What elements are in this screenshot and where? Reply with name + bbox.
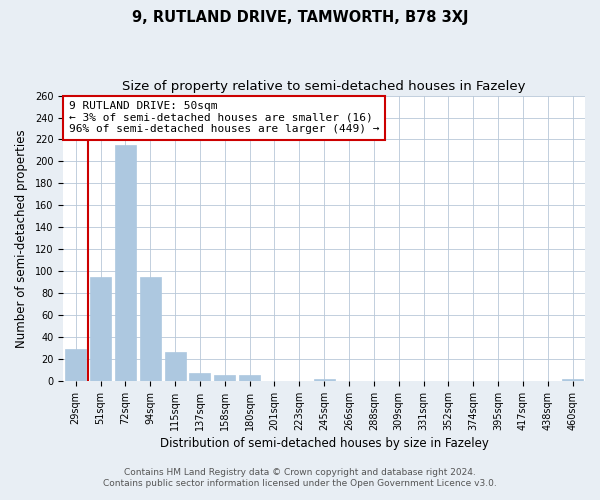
Bar [562,379,583,381]
Bar [140,276,161,381]
Bar [90,276,111,381]
Bar [115,145,136,381]
Y-axis label: Number of semi-detached properties: Number of semi-detached properties [15,129,28,348]
Bar [190,374,211,381]
Text: 9, RUTLAND DRIVE, TAMWORTH, B78 3XJ: 9, RUTLAND DRIVE, TAMWORTH, B78 3XJ [132,10,468,25]
Text: 9 RUTLAND DRIVE: 50sqm
← 3% of semi-detached houses are smaller (16)
96% of semi: 9 RUTLAND DRIVE: 50sqm ← 3% of semi-deta… [68,102,379,134]
Bar [314,379,335,381]
Bar [65,349,86,381]
Bar [239,376,260,381]
X-axis label: Distribution of semi-detached houses by size in Fazeley: Distribution of semi-detached houses by … [160,437,488,450]
Bar [164,352,185,381]
Bar [214,376,235,381]
Text: Contains HM Land Registry data © Crown copyright and database right 2024.
Contai: Contains HM Land Registry data © Crown c… [103,468,497,487]
Title: Size of property relative to semi-detached houses in Fazeley: Size of property relative to semi-detach… [122,80,526,93]
